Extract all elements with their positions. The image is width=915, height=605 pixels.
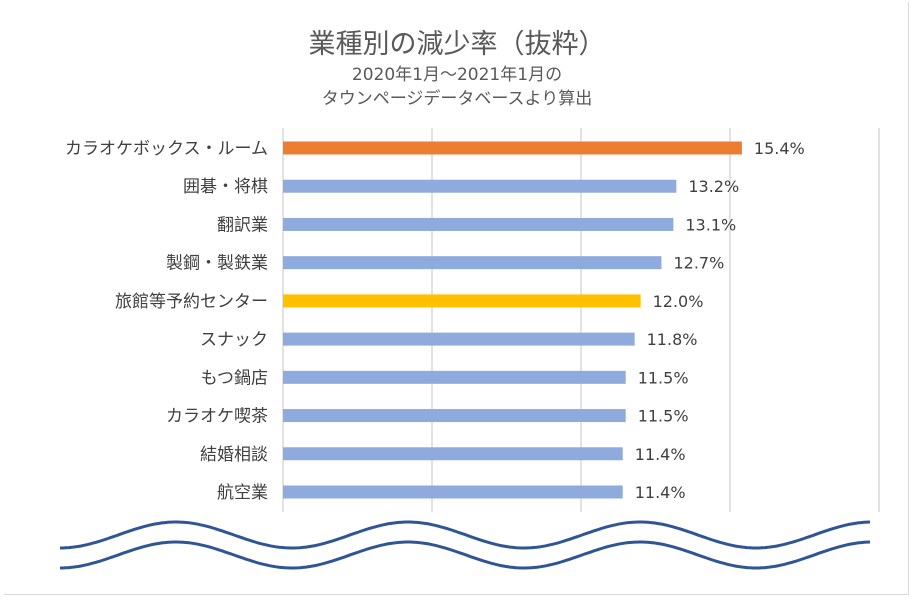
bar [283, 485, 623, 499]
bar [283, 217, 674, 231]
bar [283, 294, 641, 308]
category-label: カラオケ喫茶 [166, 407, 268, 427]
category-label: スナック [200, 330, 268, 350]
data-label: 11.5% [638, 407, 689, 426]
category-label: 製鋼・製鉄業 [166, 254, 268, 274]
data-label: 13.2% [688, 177, 739, 196]
bar [283, 256, 662, 270]
category-label: 翻訳業 [217, 215, 268, 235]
category-label: もつ鍋店 [201, 368, 268, 388]
data-label: 12.7% [673, 254, 724, 273]
wave-line-top [60, 520, 871, 550]
category-label: 航空業 [217, 483, 268, 503]
bar [283, 179, 677, 193]
data-label: 12.0% [653, 292, 704, 311]
wave-line-bottom [60, 540, 871, 570]
bar [283, 447, 623, 461]
chart-subtitle-line-2: タウンページデータベースより算出 [322, 88, 592, 109]
data-label: 13.1% [685, 215, 736, 234]
data-label: 11.5% [638, 368, 689, 387]
bar [283, 409, 626, 423]
data-label: 11.8% [647, 330, 698, 349]
data-label: 11.4% [635, 483, 686, 502]
category-label: 囲碁・将棋 [183, 177, 268, 197]
data-label: 15.4% [754, 139, 805, 158]
chart-subtitle-line-1: 2020年1月～2021年1月の [352, 65, 562, 85]
chart-title: 業種別の減少率（抜粋） [309, 29, 606, 60]
bar [283, 332, 635, 346]
chart-frame [4, 2, 909, 595]
category-label: 旅館等予約センター [115, 292, 268, 312]
category-label: 結婚相談 [200, 445, 268, 465]
bar [283, 141, 742, 155]
data-label: 11.4% [635, 445, 686, 464]
axis-break-wave [60, 520, 871, 570]
category-label: カラオケボックス・ルーム [65, 139, 268, 159]
bar [283, 370, 626, 384]
